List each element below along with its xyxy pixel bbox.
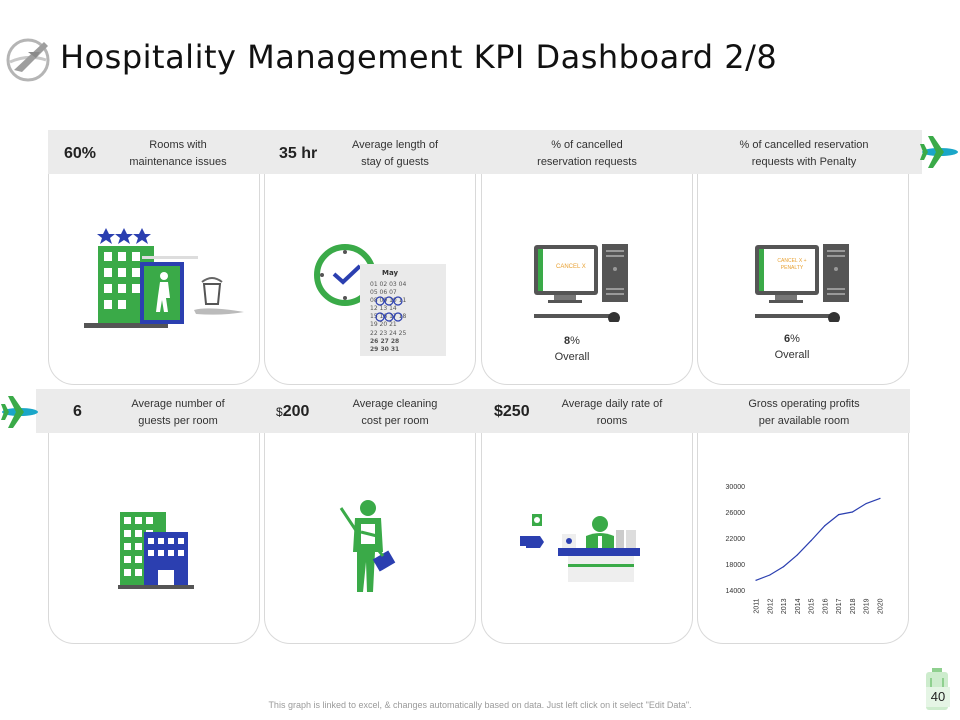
cleaner-icon xyxy=(335,496,405,596)
kpi-label-rooms-maintenance: Rooms with maintenance issues xyxy=(129,139,227,168)
data-point xyxy=(879,497,881,499)
kpi-label-daily-rate: Average daily rate of rooms xyxy=(561,398,663,427)
hotel-building-icon xyxy=(118,510,194,590)
y-tick-label: 22000 xyxy=(726,536,746,543)
kpi-card-daily-rate xyxy=(481,410,693,644)
airplane-icon xyxy=(918,134,960,170)
data-point xyxy=(782,566,785,568)
hotel-maintenance-icon xyxy=(84,224,254,330)
y-tick-label: 26000 xyxy=(726,510,746,517)
kpi-value-rooms-maintenance: 60% xyxy=(64,145,97,162)
kpi-value-cleaning-cost: $200 xyxy=(276,403,310,420)
kpi-value-daily-rate: $250 xyxy=(494,403,530,420)
airplane-icon xyxy=(0,394,40,430)
x-tick-label: 2015 xyxy=(809,598,816,614)
reception-desk-icon xyxy=(518,512,642,584)
calendar-icon: May 01 02 03 04 05 06 07 08 09 10 11 12 … xyxy=(360,264,446,356)
x-tick-label: 2016 xyxy=(822,598,829,614)
kpi-label-length-of-stay: Average length of stay of guests xyxy=(351,139,439,168)
kpi-label-guests-per-room: Average number of guests per room xyxy=(131,398,225,427)
computer-cancel-icon: CANCEL X xyxy=(534,244,634,324)
x-tick-label: 2019 xyxy=(864,598,871,614)
data-point xyxy=(810,540,812,542)
computer-penalty-icon: CANCEL X + PENALTY xyxy=(755,244,855,324)
y-tick-label: 18000 xyxy=(726,562,746,569)
kpi-card-gross-profits xyxy=(697,410,909,644)
gop-line-chart: 30000 26000 22000 18000 14000 2011 2012 2013 201… xyxy=(726,484,885,614)
logo-icon xyxy=(0,30,56,86)
calendar-days: 01 02 03 04 05 06 07 08 09 10 11 12 13 1… xyxy=(370,281,407,353)
data-point xyxy=(851,511,854,513)
footer-note: This graph is linked to excel, & changes… xyxy=(268,700,692,710)
x-tick-label: 2012 xyxy=(767,598,774,614)
data-point xyxy=(769,574,771,576)
kpi-label-cancelled-penalty: % of cancelled reservation requests with… xyxy=(739,139,869,168)
page-number: 40 xyxy=(926,687,950,707)
x-tick-label: 2013 xyxy=(781,598,788,614)
kpi-header-band-top xyxy=(48,130,922,174)
kpi-label-cancelled-requests: % of cancelled reservation requests xyxy=(537,139,637,168)
kpi-label-gross-profits: Gross operating profits per available ro… xyxy=(748,398,860,427)
kpi-label-cleaning-cost: Average cleaning cost per room xyxy=(352,398,438,427)
x-tick-label: 2018 xyxy=(850,598,857,614)
x-tick-label: 2017 xyxy=(836,598,843,614)
data-point xyxy=(824,525,826,527)
series-line xyxy=(755,497,881,581)
data-point xyxy=(865,502,867,505)
page-title: Hospitality Management KPI Dashboard 2/8 xyxy=(60,38,778,76)
y-tick-label: 14000 xyxy=(726,588,746,595)
percent-cancelled-overall: 8% Overall xyxy=(554,335,590,363)
y-tick-label: 30000 xyxy=(726,484,746,491)
kpi-header-band-bottom xyxy=(36,389,910,433)
kpi-card-rooms-maintenance xyxy=(48,150,260,385)
x-tick-label: 2011 xyxy=(754,598,761,613)
percent-penalty-overall: 6% Overall xyxy=(774,333,810,361)
data-point xyxy=(755,579,757,581)
kpi-value-length-of-stay: 35 hr xyxy=(279,145,318,162)
x-tick-label: 2014 xyxy=(795,598,802,614)
data-point xyxy=(838,514,840,516)
data-point xyxy=(796,554,798,556)
x-tick-label: 2020 xyxy=(878,598,885,614)
kpi-value-guests-per-room: 6 xyxy=(73,403,82,420)
